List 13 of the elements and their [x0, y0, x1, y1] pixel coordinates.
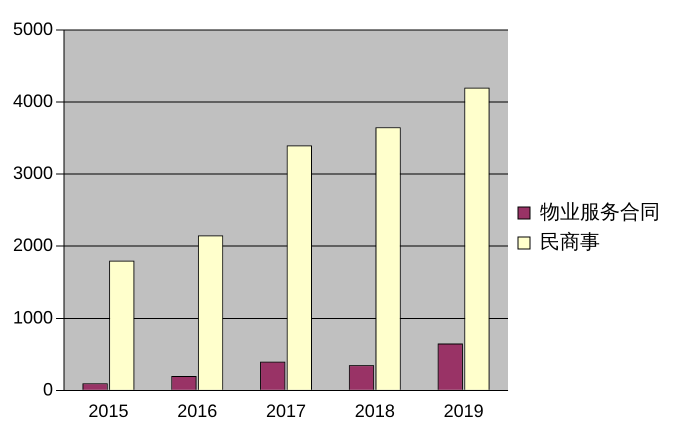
y-tick-label: 0: [43, 379, 54, 400]
legend-label: 物业服务合同: [540, 202, 660, 224]
y-tick-label: 1000: [12, 307, 54, 328]
x-tick-label: 2016: [177, 401, 218, 422]
x-tick-label: 2015: [88, 401, 128, 422]
y-tick-label: 3000: [12, 163, 54, 184]
y-tick-label: 4000: [12, 91, 54, 112]
x-tick-label: 2018: [354, 401, 395, 422]
legend-label: 民商事: [540, 232, 600, 254]
y-tick-label: 2000: [12, 235, 54, 256]
x-tick-label: 2019: [444, 401, 484, 422]
y-tick-label: 5000: [12, 18, 54, 39]
x-tick-label: 2017: [266, 401, 306, 422]
